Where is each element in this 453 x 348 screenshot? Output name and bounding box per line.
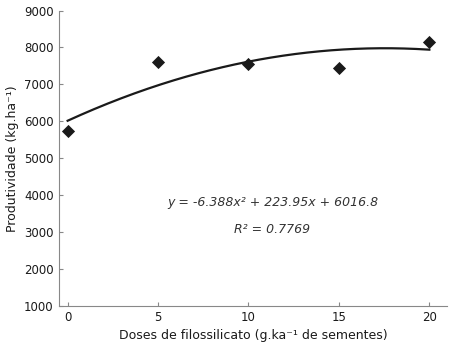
Y-axis label: Produtividade (kg.ha⁻¹): Produtividade (kg.ha⁻¹) xyxy=(5,85,19,232)
Point xyxy=(64,128,71,133)
Text: y = -6.388x² + 223.95x + 6016.8: y = -6.388x² + 223.95x + 6016.8 xyxy=(167,196,378,209)
Point xyxy=(426,39,433,45)
X-axis label: Doses de filossilicato (g.ka⁻¹ de sementes): Doses de filossilicato (g.ka⁻¹ de sement… xyxy=(119,330,387,342)
Point xyxy=(245,61,252,67)
Point xyxy=(335,65,342,71)
Point xyxy=(154,60,162,65)
Text: R² = 0.7769: R² = 0.7769 xyxy=(234,223,310,236)
